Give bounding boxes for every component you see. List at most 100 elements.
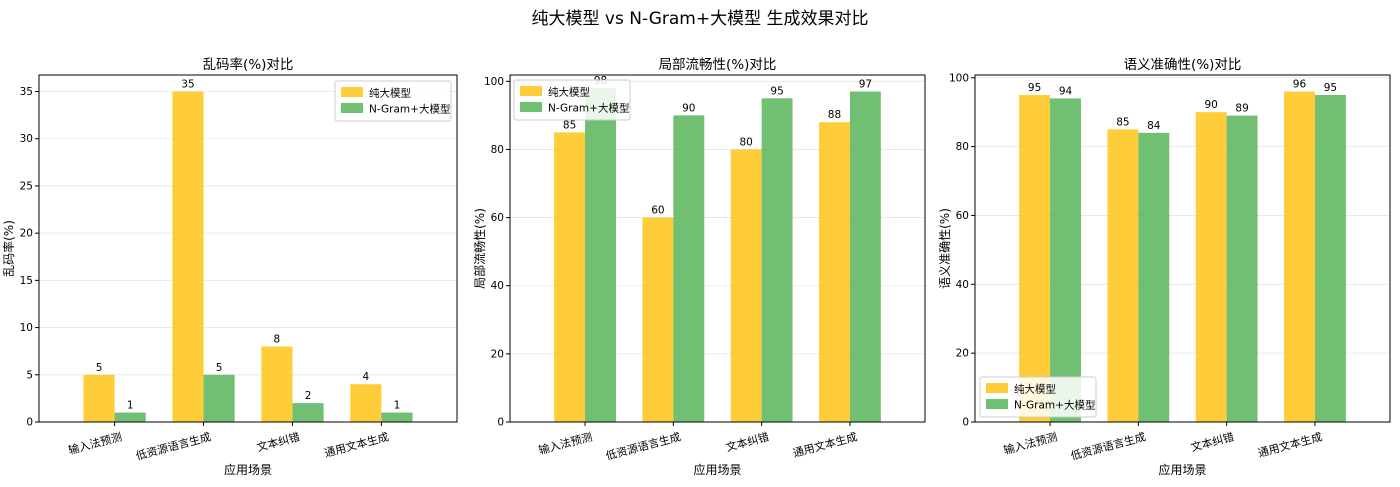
bar-value-label: 96: [1293, 79, 1307, 91]
bar-value-label: 1: [127, 400, 134, 412]
y-tick-label: 100: [949, 72, 969, 84]
plot-frame: [38, 74, 458, 423]
x-axis-label: 应用场景: [224, 462, 272, 477]
legend-entry: 纯大模型: [369, 87, 411, 100]
bar-2-2: [1138, 132, 1170, 423]
legend-entry: N-Gram+大模型: [548, 102, 629, 115]
bar-1-1: [554, 132, 586, 422]
x-tick-label: 通用文本生成: [791, 429, 858, 460]
x-tick-label: 输入法预测: [537, 429, 594, 457]
bar-1-2: [172, 91, 204, 423]
subplot-1: 53584152105101520253035输入法预测 低资源语言生成 文本纠错通…: [1, 56, 458, 477]
x-tick-label: 低资源语言生成: [134, 429, 212, 462]
bar-value-label: 95: [1324, 82, 1337, 94]
plot-frame: [974, 74, 1391, 423]
legend-swatch: [520, 102, 542, 112]
legend-swatch: [341, 87, 363, 97]
legend-swatch: [986, 399, 1008, 409]
bar-2-1: [1050, 98, 1081, 423]
bar-2-1: [585, 88, 616, 423]
y-tick-label: 60: [491, 212, 504, 224]
x-tick-label: 文本纠错: [724, 429, 770, 454]
bar-2-1: [114, 412, 146, 422]
y-tick-label: 15: [20, 275, 33, 287]
bar-value-label: 88: [828, 109, 841, 121]
y-tick-label: 0: [497, 417, 504, 429]
bar-2-4: [1314, 94, 1346, 422]
legend-frame: [334, 80, 452, 122]
bar-1-1: [83, 374, 115, 422]
subplot-title: 乱码率(%)对比: [203, 56, 294, 73]
y-axis-label: 语义准确性(%): [938, 208, 952, 289]
legend-frame: [513, 79, 631, 121]
bar-value-label: 94: [1059, 85, 1073, 97]
bar-2-3: [761, 98, 793, 422]
legend-entry: N-Gram+大模型: [1014, 399, 1095, 412]
y-tick-label: 20: [20, 228, 33, 240]
bar-1-3: [261, 346, 293, 422]
y-tick-label: 30: [20, 133, 33, 145]
bar-value-label: 2: [305, 390, 312, 402]
y-tick-label: 100: [484, 76, 504, 88]
bar-value-label: 80: [740, 136, 753, 148]
x-tick-label: 低资源语言生成: [604, 429, 682, 462]
bar-2-3: [1226, 115, 1258, 422]
bar-value-label: 84: [1147, 120, 1161, 132]
legend-entry: N-Gram+大模型: [369, 103, 450, 116]
y-tick-label: 20: [956, 348, 969, 360]
bar-value-label: 60: [651, 205, 664, 217]
bar-1-2: [642, 217, 674, 422]
subplot-3: 95 85 90 96 94 84 89 95 0 20 40 60 80 100 输入法预测 低资源语言生成…: [938, 57, 1391, 477]
bar-1-1: [1019, 94, 1051, 422]
x-tick-label: 输入法预测: [1002, 429, 1059, 457]
x-tick-label: 文本纠错: [1189, 429, 1235, 454]
bar-1-4: [819, 122, 850, 422]
y-tick-label: 10: [20, 322, 33, 334]
legend-swatch: [341, 103, 363, 113]
legend: 纯大模型 N-Gram+大模型: [979, 376, 1097, 418]
x-tick-label: 低资源语言生成: [1069, 429, 1147, 462]
bar-value-label: 90: [682, 102, 695, 114]
subplot-2: 8560808898909597020406080100输入法预测低资源语言生成…: [472, 57, 926, 477]
bar-value-label: 85: [563, 119, 576, 131]
x-tick-label: 通用文本生成: [323, 429, 390, 460]
legend: 纯大模型 N-Gram+大模型: [513, 79, 631, 121]
bar-value-label: 97: [859, 79, 872, 91]
x-axis-label: 应用场景: [1158, 462, 1206, 477]
legend-swatch: [986, 383, 1008, 393]
bar-1-3: [730, 149, 762, 422]
plot-frame: [509, 74, 926, 423]
y-tick-label: 5: [26, 369, 33, 381]
y-tick-label: 80: [956, 141, 969, 153]
legend-swatch: [520, 86, 542, 96]
figure-title: 纯大模型 vs N-Gram+大模型 生成效果对比: [531, 9, 869, 29]
y-tick-label: 40: [491, 280, 504, 292]
legend: 纯大模型 N-Gram+大模型: [334, 80, 452, 122]
subplot-title: 局部流畅性(%)对比: [659, 57, 777, 73]
y-tick-label: 0: [26, 417, 33, 429]
bar-value-label: 90: [1205, 99, 1218, 111]
x-tick-label: 文本纠错: [255, 429, 301, 454]
bar-1-4: [350, 384, 382, 422]
bar-value-label: 5: [216, 362, 223, 374]
bar-value-label: 5: [96, 362, 103, 374]
x-tick-label: 输入法预测: [67, 429, 124, 457]
bar-value-label: 35: [181, 79, 194, 91]
bar-value-label: 89: [1235, 103, 1248, 115]
y-tick-label: 0: [962, 417, 969, 429]
bar-1-4: [1284, 91, 1315, 423]
bar-value-label: 8: [274, 333, 281, 345]
legend-entry: 纯大模型: [1014, 383, 1056, 396]
bar-1-3: [1195, 112, 1227, 422]
y-tick-label: 60: [956, 210, 969, 222]
bar-2-2: [203, 374, 235, 422]
y-axis-label: 局部流畅性(%): [472, 208, 487, 289]
bar-value-label: 4: [362, 371, 369, 383]
y-axis-label: 乱码率(%): [1, 220, 16, 277]
bar-value-label: 85: [1116, 116, 1129, 128]
bar-2-3: [292, 403, 324, 422]
bar-value-label: 95: [1028, 82, 1041, 94]
subplot-title: 语义准确性(%)对比: [1124, 57, 1242, 73]
